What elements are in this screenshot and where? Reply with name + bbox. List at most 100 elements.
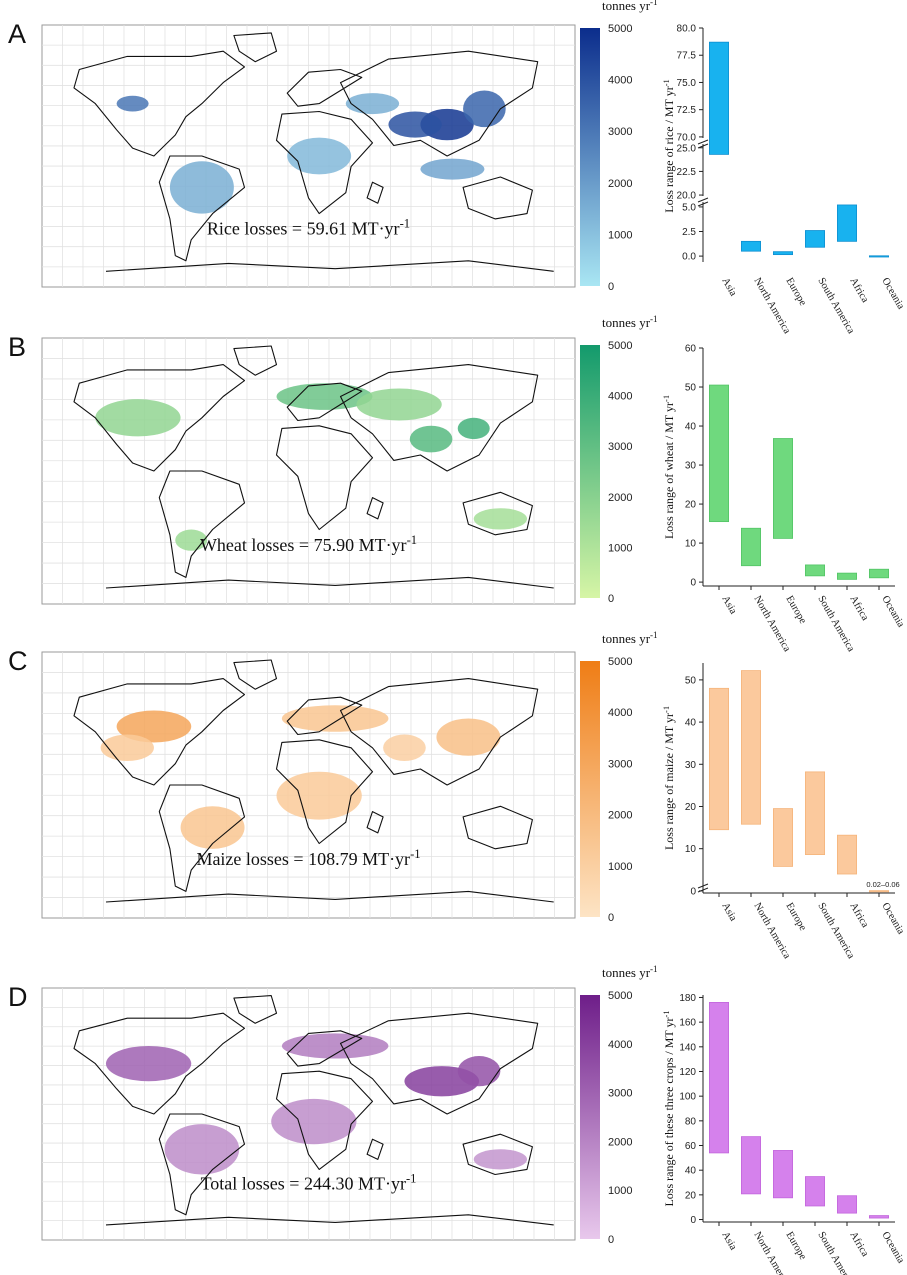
range-chart: 0.0 2.5 5.020.0 22.5 25.070.0 72.5 75.0 77.5 80.… — [662, 24, 907, 337]
y-tick-label: 72.5 — [677, 105, 697, 116]
loss-hotspot — [457, 1056, 501, 1087]
colorbar-gradient — [580, 661, 600, 917]
y-tick-label: 20 — [685, 500, 697, 511]
y-tick-label: 60 — [685, 344, 697, 355]
axis-break-mark — [697, 883, 709, 893]
colorbar: tonnes yr-1 0 1000 2000 3000 4000 5000 — [580, 0, 658, 293]
range-bar-asia — [709, 1002, 730, 1154]
loss-hotspot — [287, 137, 352, 175]
x-category-label: Europe — [783, 594, 808, 626]
loss-hotspot — [473, 508, 528, 530]
y-axis-label: Loss range of maize / MT yr-1 — [662, 706, 677, 850]
panel-D: D Total losses = 244.30 MT·yr-1 tonnes yr-… — [8, 964, 906, 1275]
colorbar-tick-label: 1000 — [608, 861, 632, 873]
loss-hotspot — [276, 771, 362, 820]
colorbar-title: tonnes yr-1 — [602, 314, 658, 330]
range-bar-north-america — [741, 527, 762, 567]
coastline — [233, 995, 278, 1024]
coastline — [366, 181, 384, 204]
colorbar-title: tonnes yr-1 — [602, 0, 658, 13]
coastline — [275, 1070, 374, 1170]
coastline — [105, 890, 554, 903]
range-bar-south-america — [805, 230, 826, 248]
colorbar-tick-label: 3000 — [608, 758, 632, 770]
y-tick-label: 77.5 — [677, 51, 697, 62]
range-bar-oceania — [869, 1215, 890, 1219]
map-total-label: Maize losses = 108.79 MT·yr-1 — [196, 847, 420, 869]
coastline — [339, 678, 539, 786]
y-tick-label: 50 — [685, 675, 697, 686]
loss-hotspot — [116, 710, 192, 743]
loss-hotspot — [276, 383, 373, 410]
world-map: Rice losses = 59.61 MT·yr-1 — [41, 24, 576, 288]
colorbar-tick-label: 3000 — [608, 441, 632, 453]
colorbar-tick-label: 2000 — [608, 810, 632, 822]
colorbar-tick-label: 1000 — [608, 229, 632, 241]
y-tick-label: 60 — [685, 1141, 697, 1152]
axis-break-mark — [697, 197, 709, 207]
range-bar-south-america — [805, 564, 826, 577]
coastline — [462, 176, 533, 220]
coastline — [286, 696, 363, 736]
colorbar-title: tonnes yr-1 — [602, 630, 658, 646]
colorbar-title: tonnes yr-1 — [602, 964, 658, 980]
y-tick-label: 70.0 — [677, 132, 697, 143]
range-bar-oceania — [869, 890, 890, 893]
loss-hotspot — [388, 111, 442, 138]
range-bar-africa — [837, 834, 858, 875]
coastlines — [73, 32, 554, 272]
coastline — [73, 50, 246, 157]
colorbar-tick-label: 4000 — [608, 1039, 632, 1051]
coastline — [105, 260, 554, 272]
panel-letter: D — [8, 982, 28, 1012]
colorbar-tick-label: 0 — [608, 281, 614, 293]
loss-hotspot — [180, 806, 245, 849]
colorbar: tonnes yr-1 0 1000 2000 3000 4000 5000 — [580, 630, 658, 924]
range-bar-south-america — [805, 771, 826, 855]
range-bar-oceania — [869, 255, 890, 258]
x-category-label: Oceania — [879, 594, 906, 630]
range-bar-africa — [837, 204, 858, 242]
loss-hotspot — [281, 705, 389, 732]
y-tick-label: 30 — [685, 461, 697, 472]
loss-hotspot — [164, 1124, 240, 1175]
colorbar-gradient — [580, 28, 600, 286]
coastline — [158, 784, 246, 892]
y-tick-label: 80 — [685, 1116, 697, 1127]
range-bar-north-america — [741, 1136, 762, 1195]
colorbar-tick-label: 2000 — [608, 178, 632, 190]
world-map: Wheat losses = 75.90 MT·yr-1 — [41, 337, 576, 605]
y-tick-label: 40 — [685, 1166, 697, 1177]
y-tick-label: 75.0 — [677, 78, 697, 89]
loss-hotspots — [116, 90, 506, 214]
coastline — [73, 678, 246, 786]
coastline — [105, 576, 554, 589]
loss-hotspots — [105, 1033, 528, 1175]
x-category-label: Europe — [783, 901, 808, 933]
colorbar-tick-label: 2000 — [608, 492, 632, 504]
loss-hotspot — [356, 388, 442, 421]
y-tick-label: 0.0 — [682, 252, 696, 263]
y-tick-label: 20 — [685, 1190, 697, 1201]
colorbar-tick-label: 5000 — [608, 656, 632, 668]
colorbar-tick-label: 4000 — [608, 707, 632, 719]
x-category-label: Africa — [847, 901, 870, 930]
loss-hotspot — [116, 95, 149, 112]
x-category-label: Oceania — [879, 1230, 906, 1266]
coastline — [339, 1012, 539, 1115]
colorbar-gradient — [580, 995, 600, 1239]
range-bar-africa — [837, 1195, 858, 1214]
coastline — [366, 1138, 384, 1160]
range-bar-oceania — [869, 568, 890, 579]
y-tick-label: 180 — [679, 993, 696, 1004]
colorbar-tick-label: 0 — [608, 1234, 614, 1246]
map-total-label: Total losses = 244.30 MT·yr-1 — [201, 1172, 417, 1194]
y-tick-label: 22.5 — [677, 167, 697, 178]
range-bar-europe — [773, 1150, 794, 1199]
coastline — [339, 50, 539, 157]
loss-hotspot — [420, 158, 485, 180]
y-tick-label: 100 — [679, 1092, 696, 1103]
coastline — [286, 382, 363, 422]
range-bar-africa — [837, 572, 858, 580]
